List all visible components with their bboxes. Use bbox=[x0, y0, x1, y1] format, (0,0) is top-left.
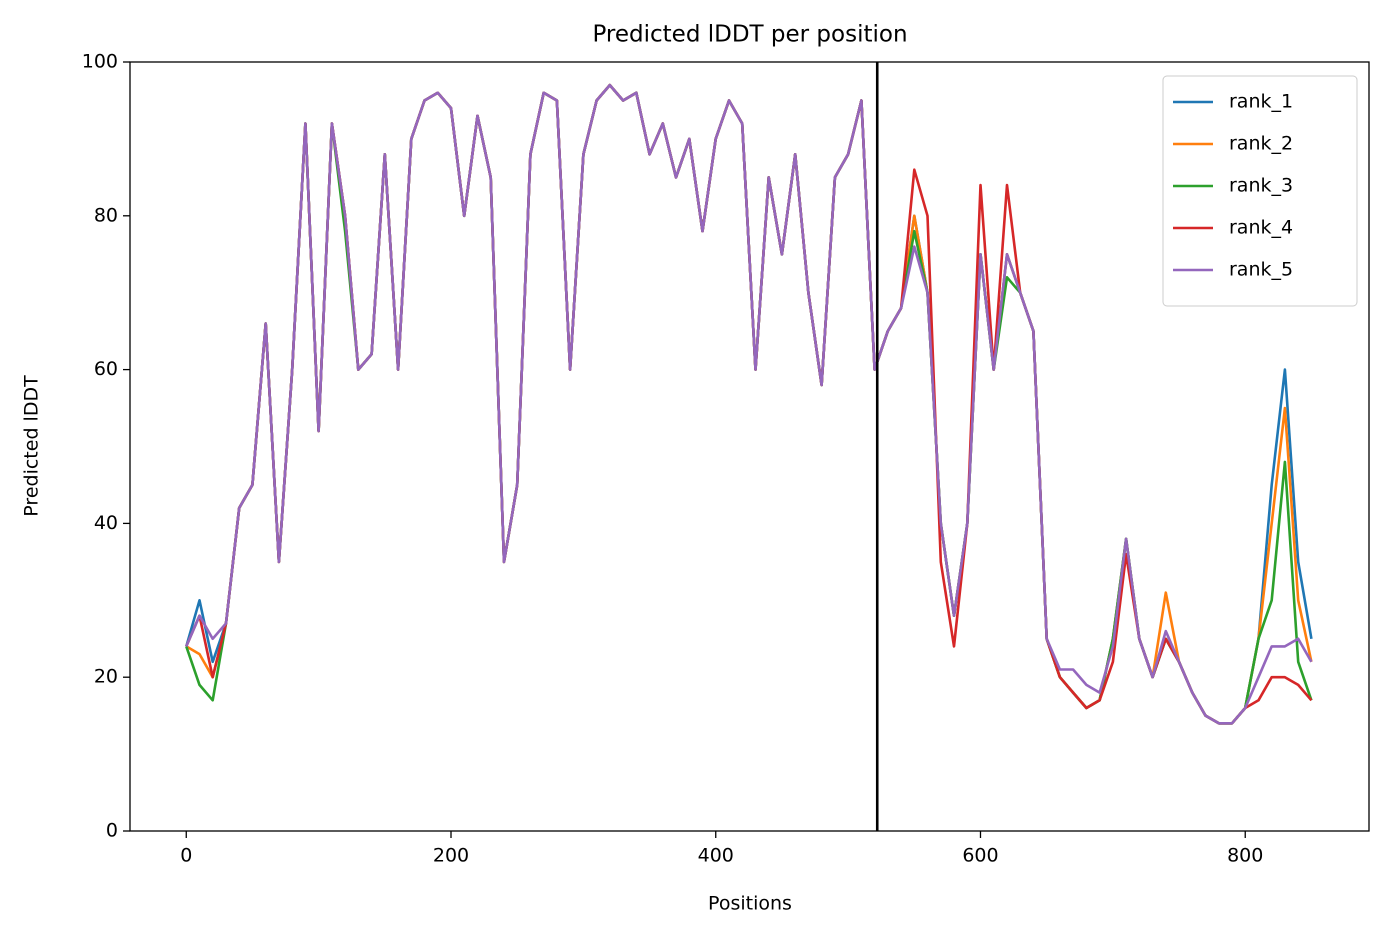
legend-label: rank_3 bbox=[1229, 175, 1293, 197]
line-series bbox=[185, 83, 1313, 725]
y-tick-label: 60 bbox=[94, 358, 118, 380]
legend-label: rank_2 bbox=[1229, 133, 1293, 155]
legend-label: rank_5 bbox=[1229, 259, 1293, 281]
x-axis-label: Positions bbox=[708, 893, 792, 915]
line-series bbox=[185, 83, 1313, 725]
y-tick-label: 100 bbox=[82, 51, 118, 73]
y-tick-label: 20 bbox=[94, 666, 118, 688]
y-tick-label: 80 bbox=[94, 204, 118, 226]
legend-label: rank_1 bbox=[1229, 91, 1293, 113]
y-axis-label: Predicted lDDT bbox=[21, 375, 43, 517]
line-series bbox=[185, 83, 1313, 725]
chart-title: Predicted lDDT per position bbox=[592, 22, 907, 48]
plot-frame bbox=[129, 61, 1370, 832]
x-tick-label: 400 bbox=[698, 845, 734, 867]
y-tick-label: 40 bbox=[94, 512, 118, 534]
line-series bbox=[185, 83, 1313, 725]
x-tick-label: 800 bbox=[1227, 845, 1263, 867]
x-tick-label: 600 bbox=[962, 845, 998, 867]
x-tick-label: 200 bbox=[433, 845, 469, 867]
y-tick-label: 0 bbox=[106, 820, 118, 842]
x-tick-label: 0 bbox=[180, 845, 192, 867]
legend-box bbox=[1162, 75, 1358, 307]
line-series bbox=[185, 83, 1313, 725]
legend-label: rank_4 bbox=[1229, 217, 1293, 239]
